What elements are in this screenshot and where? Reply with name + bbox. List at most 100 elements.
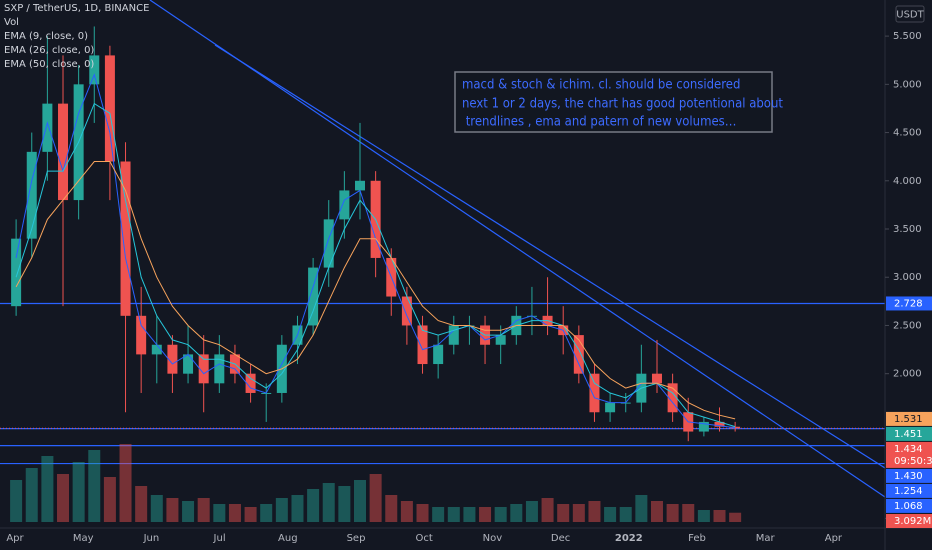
candle-body — [245, 373, 256, 393]
candle-body — [714, 421, 725, 427]
volume-bar — [713, 510, 726, 522]
volume-bar — [291, 495, 304, 522]
annotation-box — [454, 71, 773, 133]
trendline — [149, 0, 885, 498]
volume-bar — [729, 512, 742, 522]
currency[interactable]: USDT — [896, 10, 924, 21]
price-badge — [886, 296, 932, 311]
price-badge-label: 1.451 — [894, 429, 923, 440]
candle-body — [89, 55, 100, 85]
volume-bar — [228, 504, 241, 522]
volume-bar — [10, 480, 23, 522]
volume-bar — [275, 498, 288, 522]
price-badge — [886, 411, 932, 426]
volume-legend: Vol — [4, 17, 19, 28]
x-tick-label: Jul — [213, 533, 226, 544]
x-tick-label: May — [73, 533, 94, 544]
volume-bar — [400, 501, 413, 522]
currency-button[interactable] — [895, 5, 925, 23]
y-tick-label: 5.500 — [893, 31, 922, 42]
volume-bar — [619, 507, 632, 522]
volume-bar — [41, 456, 54, 522]
volume-bar — [494, 507, 507, 522]
volume-bar — [244, 507, 257, 522]
price-badge — [886, 483, 932, 498]
symbol-title: SXP / TetherUS, 1D, BINANCE — [4, 3, 149, 14]
price-badge-label: 2.728 — [894, 298, 923, 309]
volume-bar — [385, 495, 398, 522]
volume-bar — [557, 504, 570, 522]
candle-body — [417, 325, 428, 365]
volume-bar — [463, 507, 476, 522]
volume-bar — [479, 507, 492, 522]
volume-bar — [416, 504, 429, 522]
annotation-line: trendlines , ema and patern of new volum… — [462, 115, 736, 130]
price-badge — [886, 468, 932, 483]
price-badge-label: 1.531 — [894, 414, 923, 425]
candle-body — [433, 344, 444, 365]
volume-bar — [197, 498, 210, 522]
candle-body — [401, 296, 412, 326]
volume-bar — [604, 507, 617, 522]
volume-bar — [103, 477, 116, 522]
annotation-line: next 1 or 2 days, the chart has good pot… — [462, 97, 783, 112]
volume-bar — [510, 504, 523, 522]
candle-body — [448, 325, 459, 345]
candle-body — [589, 373, 600, 413]
annotation-line: macd & stoch & ichim. cl. should be cons… — [462, 78, 740, 93]
volume-badge — [886, 514, 932, 528]
price-badge — [886, 498, 932, 513]
price-badge-label: 1.430 — [894, 471, 923, 482]
price-badge-label: 1.434 — [894, 444, 923, 455]
candle-body — [136, 315, 147, 355]
ema-legend: EMA (26, close, 0) — [4, 45, 94, 56]
x-tick-label: Dec — [551, 533, 570, 544]
y-tick-label: 4.000 — [893, 176, 922, 187]
candle-body — [605, 402, 616, 413]
y-tick-label: 5.000 — [893, 79, 922, 90]
candle-body — [698, 421, 709, 432]
candle-body — [667, 383, 678, 413]
candle-body — [26, 151, 37, 239]
x-tick-label: Sep — [347, 533, 366, 544]
volume-bar — [353, 480, 366, 522]
price-badge — [886, 441, 932, 468]
volume-bar — [182, 501, 195, 522]
candle-body — [42, 103, 53, 152]
volume-bar — [650, 501, 663, 522]
volume-bar — [88, 450, 101, 522]
candle-body — [620, 402, 631, 404]
volume-bar — [135, 486, 148, 522]
candle-body — [167, 344, 178, 374]
candle-body — [214, 354, 225, 384]
candle-body — [104, 55, 115, 162]
x-tick-label: Aug — [278, 533, 298, 544]
candle-body — [495, 335, 506, 345]
candle-body — [11, 238, 22, 307]
volume-bar — [525, 501, 538, 522]
ema-legend: EMA (50, close, 0) — [4, 59, 94, 70]
ema-legend: EMA (9, close, 0) — [4, 31, 88, 42]
candle-body — [651, 373, 662, 384]
candle-body — [323, 219, 334, 268]
volume-bar — [666, 504, 679, 522]
x-tick-label: Apr — [6, 533, 24, 544]
candle-body — [308, 267, 319, 326]
candle-body — [730, 426, 741, 429]
volume-bar — [57, 474, 70, 522]
x-tick-label: Feb — [688, 533, 706, 544]
y-tick-label: 3.000 — [893, 272, 922, 283]
y-tick-label: 2.500 — [893, 320, 922, 331]
volume-bar — [166, 498, 179, 522]
price-badge-label: 1.254 — [894, 486, 923, 497]
volume-bar — [322, 483, 335, 522]
y-tick-label: 4.500 — [893, 128, 922, 139]
volume-bar — [307, 489, 320, 522]
price-badge — [886, 426, 932, 441]
volume-bar — [682, 504, 695, 522]
volume-bar — [635, 495, 648, 522]
volume-bar — [541, 498, 554, 522]
y-tick-label: 3.500 — [893, 224, 922, 235]
countdown: 09:50:33 — [894, 456, 932, 467]
volume-badge-label: 3.092M — [894, 516, 931, 527]
